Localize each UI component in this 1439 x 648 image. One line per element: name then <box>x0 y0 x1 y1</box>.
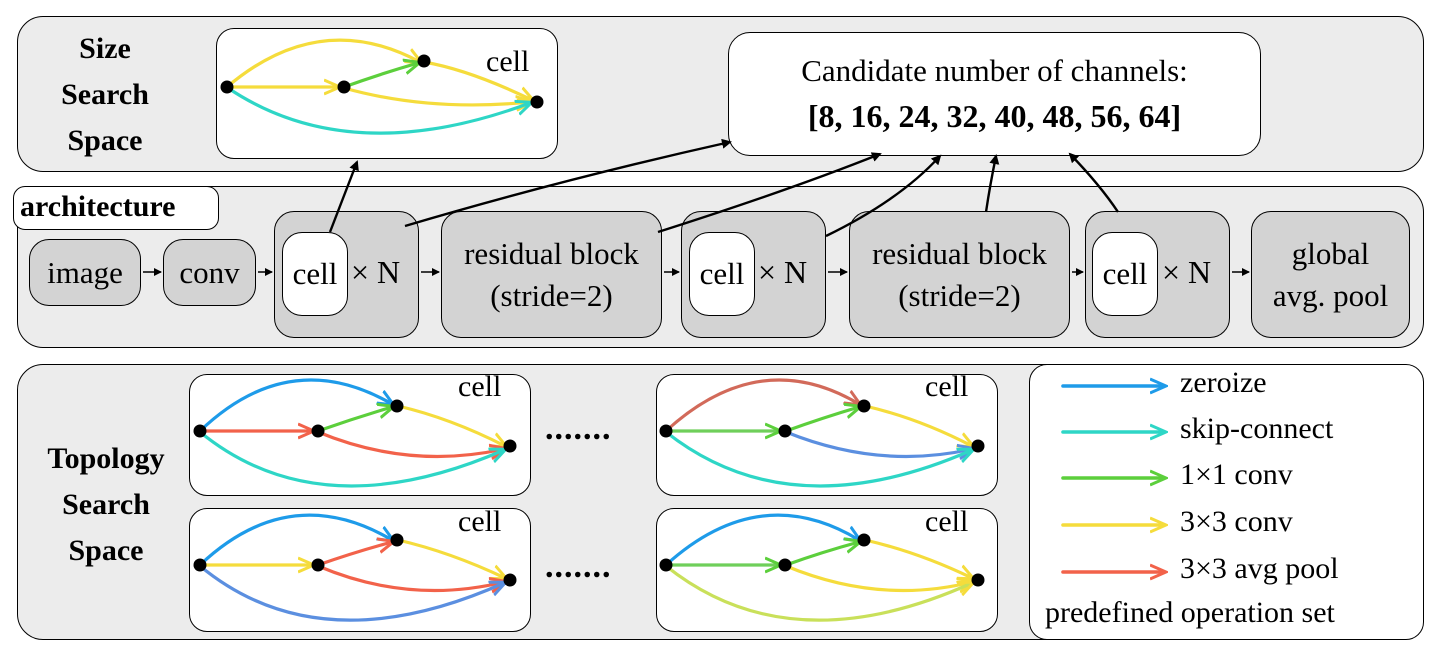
candidate-channels-box: Candidate number of channels: [8, 16, 24… <box>728 32 1261 156</box>
architecture-title: architecture <box>13 186 219 230</box>
legend-caption: predefined operation set <box>1045 596 1335 629</box>
cell-box-3: cell <box>1092 232 1158 316</box>
size-space-title: Size Search Space <box>30 30 180 160</box>
residual-block-1-name: residual block <box>464 235 639 271</box>
topology-title-line-3: Space <box>68 534 144 567</box>
candidate-channels-values: [8, 16, 24, 32, 40, 48, 56, 64] <box>807 98 1182 134</box>
ellipsis-1: ....... <box>545 410 612 447</box>
topology-cell-label-3: cell <box>925 370 969 403</box>
topology-space-title: Topology Search Space <box>26 435 186 575</box>
size-title-line-2: Search <box>61 78 149 111</box>
residual-block-2-stride: (stride=2) <box>898 277 1021 313</box>
residual-block-1: residual block (stride=2) <box>441 211 662 338</box>
legend-label-skip-connect: skip-connect <box>1180 412 1334 445</box>
size-title-line-1: Size <box>79 32 131 65</box>
repeat-label-3: × N <box>1162 254 1212 290</box>
cell-box-2: cell <box>689 232 755 316</box>
topology-title-line-1: Topology <box>47 442 165 475</box>
legend-label-1x1-conv: 1×1 conv <box>1180 458 1293 491</box>
topology-title-line-2: Search <box>62 488 150 521</box>
topology-cell-label-1: cell <box>458 370 502 403</box>
residual-block-2-name: residual block <box>872 235 1047 271</box>
legend-label-3x3-avg-pool: 3×3 avg pool <box>1180 552 1339 585</box>
topology-cell-label-4: cell <box>925 505 969 538</box>
topology-cell-label-2: cell <box>458 505 502 538</box>
repeat-label-1: × N <box>351 254 401 290</box>
residual-block-1-stride: (stride=2) <box>490 277 613 313</box>
residual-block-2: residual block (stride=2) <box>849 211 1070 338</box>
global-avg-pool-line-1: global <box>1291 235 1370 271</box>
legend-label-3x3-conv: 3×3 conv <box>1180 505 1293 538</box>
global-avg-pool-line-2: avg. pool <box>1272 277 1389 313</box>
legend-box <box>1029 364 1424 640</box>
legend-label-zeroize: zeroize <box>1180 366 1267 399</box>
repeat-label-2: × N <box>758 254 808 290</box>
size-space-cell-label: cell <box>486 45 530 78</box>
size-title-line-3: Space <box>67 124 143 157</box>
conv-box: conv <box>163 239 256 306</box>
candidate-channels-title: Candidate number of channels: <box>801 53 1188 88</box>
image-box: image <box>29 239 141 306</box>
global-avg-pool-box: global avg. pool <box>1251 211 1410 338</box>
ellipsis-2: ....... <box>545 548 612 585</box>
cell-box-1: cell <box>282 232 348 316</box>
